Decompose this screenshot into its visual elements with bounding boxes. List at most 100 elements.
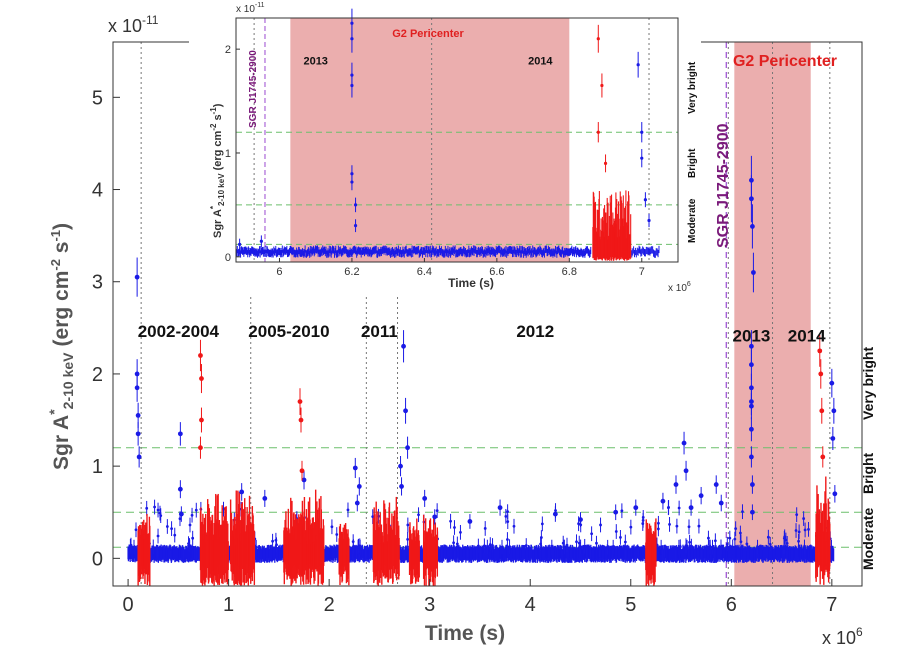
baseline-spike-point [271, 539, 274, 543]
main-y-multiplier: x 10-11 [108, 13, 159, 36]
x-tick-label: 6 [726, 594, 737, 616]
flare-point [177, 431, 183, 437]
baseline-spike-point [614, 530, 618, 533]
inset-flare-point [647, 218, 651, 223]
flare-point [135, 431, 141, 437]
flare-point [749, 343, 754, 349]
x-tick-label: 1 [223, 594, 234, 616]
flare-point [681, 440, 687, 446]
baseline-spike-point [803, 545, 806, 549]
flare-point [134, 274, 140, 280]
inset-year-label: 2014 [528, 56, 553, 68]
baseline-spike-point [802, 517, 806, 520]
flare-point [688, 505, 694, 511]
baseline-spike-point [488, 543, 492, 546]
main-state-bright: Bright [860, 452, 876, 494]
flare-point [749, 454, 754, 460]
inset-flare-point [238, 242, 242, 246]
baseline-spike-point [577, 541, 581, 545]
flare-point [301, 477, 307, 483]
inset-flare-point [353, 224, 358, 228]
inset-magnetar-label: SGR J1745-2900 [248, 50, 259, 128]
flare-point [749, 426, 754, 432]
baseline-spike-point [158, 511, 162, 515]
flare-point [750, 509, 755, 515]
main-year-labels: 2002-2004 2005-2010 2011 2012 2013 2014 [138, 322, 826, 346]
flare-point [405, 445, 410, 451]
main-y-axis-label: Sgr A*2-10 keV(erg cm-2 s-1) [46, 223, 76, 470]
baseline-spike-point [483, 527, 487, 530]
baseline-spike-point [156, 534, 160, 538]
flare-point [352, 465, 358, 471]
flare-point [356, 484, 362, 489]
baseline-spike-point [452, 541, 456, 545]
baseline-spike-point [606, 545, 610, 549]
flare-point [134, 385, 140, 391]
x-tick-label: 2 [324, 594, 335, 616]
baseline-spike-point [797, 530, 801, 534]
baseline-spike-point [590, 532, 594, 536]
baseline-spike-point [713, 539, 717, 543]
baseline-spike-point [711, 545, 714, 549]
inset-x-tick-label: 6.4 [417, 266, 432, 278]
baseline-spike-point [565, 543, 569, 547]
inset-x-tick-label: 6.8 [562, 266, 577, 278]
inset-year-label: 2013 [303, 56, 327, 68]
flare-point [135, 413, 141, 418]
baseline-spike-point [677, 545, 681, 549]
inset-flare-point [640, 156, 644, 160]
baseline-spike-point [803, 528, 807, 532]
baseline-spike-point [562, 545, 566, 549]
baseline-spike-point [156, 508, 160, 512]
x-tick-label: 0 [123, 594, 134, 616]
baseline-spike-point [254, 545, 258, 549]
flare-point [713, 482, 719, 487]
flare-point [297, 399, 303, 404]
inset-axes-frame [235, 17, 679, 263]
baseline-spike-point [346, 508, 350, 512]
baseline-spike-point [641, 518, 645, 522]
flare-point [262, 496, 268, 501]
baseline-spike-point [188, 544, 191, 547]
main-x-ticks: 0 1 2 3 4 5 6 7 [123, 579, 837, 616]
baseline-spike-point [797, 539, 800, 543]
flare-point [832, 491, 838, 497]
baseline-spike-point [745, 542, 749, 546]
inset-flare-point [640, 130, 644, 134]
inset-data-points [235, 8, 660, 261]
baseline-spike-point [734, 527, 738, 531]
main-y-ticks: 0 1 2 3 4 5 [92, 87, 120, 570]
y-tick-label: 5 [92, 87, 103, 109]
inset-flare-point [259, 239, 263, 243]
inset-y-axis-label: Sgr A*2-10 keV (erg cm-2 s-1) [209, 103, 226, 238]
inset-flare-point [643, 198, 647, 202]
inset-flare-point [596, 37, 600, 41]
baseline-spike-point [782, 537, 786, 540]
inset-state-bright: Bright [687, 148, 698, 178]
baseline-spike-point [684, 544, 688, 548]
baseline-spike-point [459, 530, 462, 534]
flare-point [198, 445, 203, 451]
inset-plot: 6 6.2 6.4 6.6 6.8 7 0 1 2 2013 2014 Time (s) x 1… [189, 0, 701, 296]
x-tick-label: 7 [826, 594, 837, 616]
baseline-spike-point [482, 544, 486, 548]
baseline-spike-point [330, 525, 334, 529]
baseline-spike-point [476, 544, 480, 548]
inset-x-tick-label: 6 [276, 266, 282, 278]
baseline-spike-point [697, 524, 701, 528]
baseline-spike-point [579, 545, 582, 549]
baseline-spike-point [153, 505, 156, 509]
flare-point [660, 498, 666, 504]
baseline-spike-point [795, 513, 799, 517]
baseline-spike-point [506, 538, 509, 541]
y-tick-label: 1 [92, 456, 103, 478]
baseline-spike-point [134, 528, 138, 532]
flare-point [432, 514, 438, 520]
flare-point [613, 509, 619, 515]
inset-x-tick-label: 6.2 [344, 266, 359, 278]
baseline-spike-point [687, 525, 691, 529]
baseline-spike-point [435, 509, 439, 512]
baseline-spike-point [506, 520, 510, 524]
baseline-spike-point [550, 545, 554, 549]
